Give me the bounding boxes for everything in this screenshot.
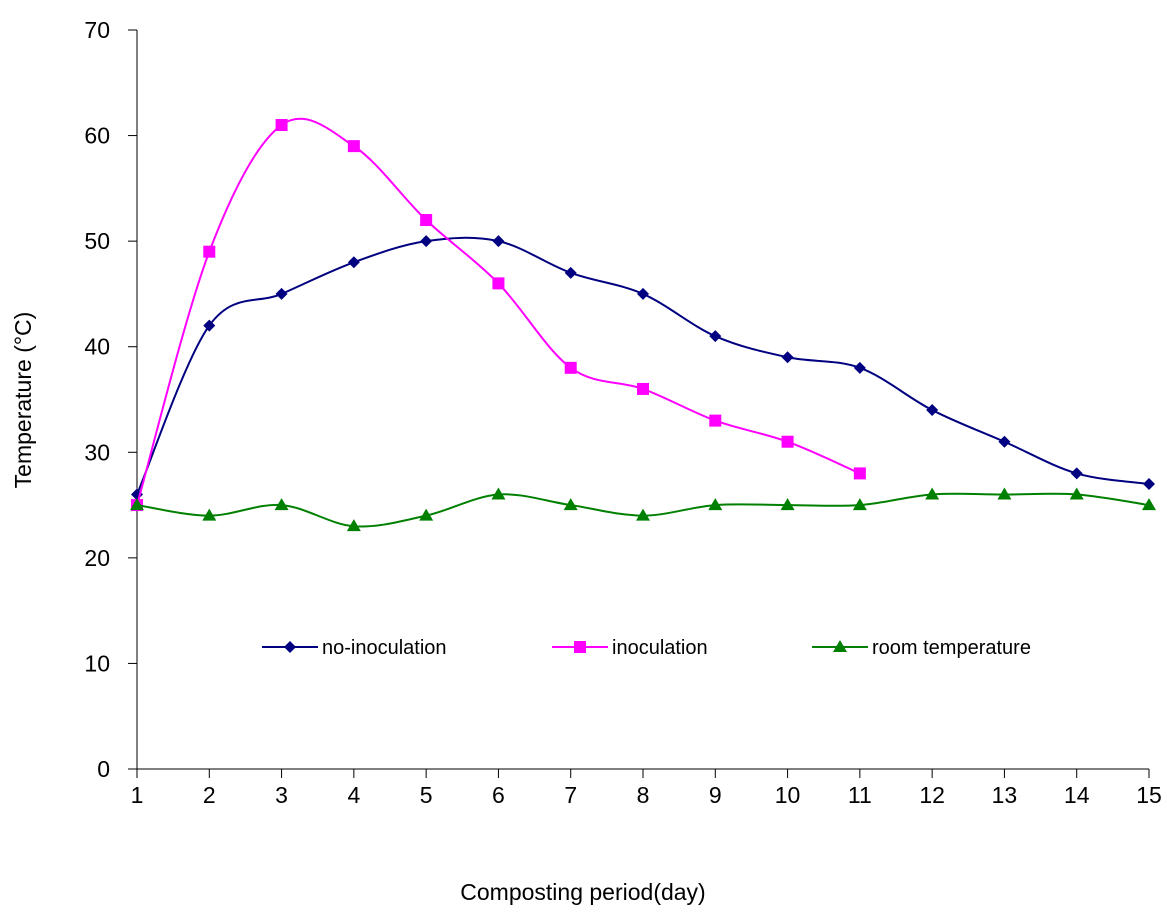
legend-label: room temperature bbox=[872, 637, 1031, 659]
y-axis-title: Temperature (°C) bbox=[10, 312, 36, 489]
data-point-s0-x13 bbox=[998, 435, 1011, 448]
data-point-s0-x7 bbox=[564, 266, 577, 279]
data-point-s2-x9 bbox=[708, 498, 723, 511]
data-point-s2-x3 bbox=[274, 498, 289, 511]
data-point-s1-x8 bbox=[637, 382, 649, 395]
data-point-s1-x4 bbox=[347, 140, 360, 153]
data-point-s0-x10 bbox=[781, 351, 794, 364]
data-point-s0-x12 bbox=[926, 404, 939, 417]
y-tick-label: 30 bbox=[84, 439, 110, 465]
data-point-s2-x15 bbox=[1142, 498, 1156, 511]
legend-label: no-inoculation bbox=[322, 637, 447, 659]
x-tick-label: 7 bbox=[564, 782, 577, 808]
series-line-1 bbox=[136, 117, 861, 506]
x-tick-label: 3 bbox=[275, 782, 288, 808]
data-point-s2-x12 bbox=[925, 487, 940, 500]
x-tick-label: 10 bbox=[775, 782, 801, 808]
x-tick-label: 14 bbox=[1064, 782, 1090, 808]
legend-marker bbox=[833, 640, 847, 652]
data-point-s1-x2 bbox=[203, 245, 216, 258]
data-point-s2-x1 bbox=[130, 498, 144, 511]
data-point-s2-x5 bbox=[419, 508, 434, 521]
data-point-s1-x5 bbox=[420, 214, 433, 227]
x-tick-label: 11 bbox=[848, 782, 872, 808]
x-tick-label: 2 bbox=[203, 782, 216, 808]
y-tick-label: 0 bbox=[97, 756, 110, 782]
x-tick-label: 4 bbox=[347, 782, 360, 808]
x-tick-label: 12 bbox=[919, 782, 945, 808]
data-point-s0-x9 bbox=[709, 330, 722, 343]
data-point-s1-x7 bbox=[564, 361, 577, 374]
data-point-s1-x11 bbox=[853, 467, 866, 480]
data-point-s2-x6 bbox=[491, 487, 506, 500]
data-point-s2-x2 bbox=[202, 508, 217, 521]
x-tick-label: 15 bbox=[1136, 782, 1162, 808]
data-point-s0-x8 bbox=[637, 287, 649, 300]
y-tick-label: 40 bbox=[84, 334, 110, 360]
legend-marker bbox=[574, 641, 586, 653]
data-point-s0-x11 bbox=[853, 361, 866, 374]
y-tick-label: 10 bbox=[84, 650, 110, 676]
x-tick-label: 13 bbox=[992, 782, 1018, 808]
data-point-s0-x4 bbox=[347, 256, 360, 269]
y-tick-label: 60 bbox=[84, 123, 110, 149]
x-tick-label: 5 bbox=[420, 782, 433, 808]
data-point-s0-x2 bbox=[203, 319, 216, 332]
data-point-s2-x14 bbox=[1069, 487, 1084, 500]
x-tick-label: 6 bbox=[492, 782, 505, 808]
data-point-s0-x5 bbox=[420, 235, 433, 248]
data-point-s2-x7 bbox=[563, 498, 578, 511]
y-tick-label: 20 bbox=[84, 545, 110, 571]
data-point-s2-x8 bbox=[636, 508, 650, 521]
series-line-0 bbox=[136, 236, 1150, 495]
data-point-s2-x4 bbox=[346, 519, 361, 532]
legend-label: inoculation bbox=[612, 637, 708, 659]
data-point-s2-x10 bbox=[780, 498, 795, 511]
x-axis-title: Composting period(day) bbox=[460, 879, 705, 905]
data-point-s2-x11 bbox=[852, 498, 867, 511]
data-point-s1-x9 bbox=[709, 414, 722, 427]
data-point-s1-x10 bbox=[781, 435, 794, 448]
data-point-s0-x14 bbox=[1070, 467, 1083, 480]
data-point-s1-x6 bbox=[492, 277, 505, 290]
data-point-s1-x3 bbox=[275, 119, 288, 132]
data-point-s0-x3 bbox=[275, 287, 288, 300]
x-tick-label: 9 bbox=[709, 782, 722, 808]
x-tick-label: 1 bbox=[131, 782, 144, 808]
y-tick-label: 50 bbox=[84, 228, 110, 254]
data-point-s0-x15 bbox=[1143, 477, 1155, 490]
y-tick-label: 70 bbox=[84, 17, 110, 43]
legend-marker bbox=[284, 641, 296, 653]
data-point-s0-x6 bbox=[492, 235, 505, 248]
x-tick-label: 8 bbox=[637, 782, 650, 808]
data-point-s2-x13 bbox=[997, 487, 1012, 500]
